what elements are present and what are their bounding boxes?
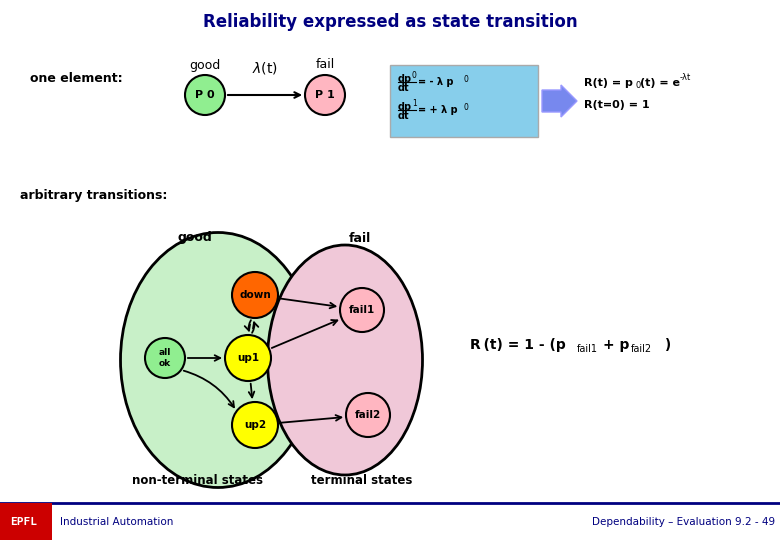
Text: = + λ p: = + λ p — [418, 105, 458, 115]
Text: ): ) — [660, 338, 672, 352]
Text: fail2: fail2 — [355, 410, 381, 420]
Text: $\lambda$(t): $\lambda$(t) — [252, 60, 278, 76]
Text: 0: 0 — [463, 75, 468, 84]
Text: R(t) = p: R(t) = p — [584, 78, 633, 88]
Circle shape — [305, 75, 345, 115]
Text: Industrial Automation: Industrial Automation — [60, 517, 173, 527]
Text: 0: 0 — [463, 103, 468, 111]
Text: fail: fail — [349, 232, 371, 245]
Text: dt: dt — [398, 83, 410, 93]
Text: 0: 0 — [412, 71, 417, 80]
FancyArrow shape — [542, 85, 577, 117]
Text: (t) = e: (t) = e — [640, 78, 680, 88]
Text: 0: 0 — [635, 82, 640, 91]
Text: good: good — [178, 232, 212, 245]
Text: Dependability – Evaluation 9.2 - 49: Dependability – Evaluation 9.2 - 49 — [592, 517, 775, 527]
Text: non-terminal states: non-terminal states — [133, 474, 264, 487]
Text: dp: dp — [398, 102, 412, 112]
Ellipse shape — [268, 245, 423, 475]
Text: dt: dt — [398, 111, 410, 121]
Text: fail1: fail1 — [577, 344, 598, 354]
Text: 1: 1 — [412, 99, 417, 109]
Text: R (t) = 1 - (p: R (t) = 1 - (p — [470, 338, 566, 352]
Text: R(t=0) = 1: R(t=0) = 1 — [584, 100, 650, 110]
Text: P 0: P 0 — [195, 90, 215, 100]
Text: P 1: P 1 — [315, 90, 335, 100]
Text: fail2: fail2 — [631, 344, 652, 354]
Text: arbitrary transitions:: arbitrary transitions: — [20, 188, 168, 201]
Circle shape — [232, 402, 278, 448]
Text: Reliability expressed as state transition: Reliability expressed as state transitio… — [203, 13, 577, 31]
Text: terminal states: terminal states — [311, 474, 413, 487]
Text: -λt: -λt — [680, 73, 691, 83]
Circle shape — [232, 272, 278, 318]
Text: fail1: fail1 — [349, 305, 375, 315]
Text: good: good — [190, 58, 221, 71]
Text: up1: up1 — [237, 353, 259, 363]
Circle shape — [340, 288, 384, 332]
Circle shape — [346, 393, 390, 437]
Text: + p: + p — [603, 338, 629, 352]
Text: one element:: one element: — [30, 71, 122, 84]
Text: EPFL: EPFL — [10, 517, 37, 527]
Circle shape — [225, 335, 271, 381]
Text: dp: dp — [398, 74, 412, 84]
Text: down: down — [239, 290, 271, 300]
Ellipse shape — [120, 233, 315, 488]
Circle shape — [145, 338, 185, 378]
Bar — [0, 503, 52, 540]
Text: fail: fail — [315, 58, 335, 71]
Text: all
ok: all ok — [159, 348, 171, 368]
FancyBboxPatch shape — [390, 65, 538, 137]
Text: = - λ p: = - λ p — [418, 77, 453, 87]
Circle shape — [185, 75, 225, 115]
Text: up2: up2 — [244, 420, 266, 430]
